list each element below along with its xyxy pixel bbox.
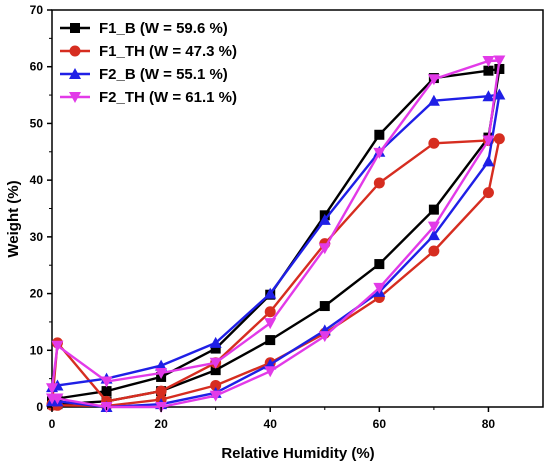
data-point — [100, 376, 113, 388]
data-point — [482, 90, 495, 102]
data-point — [264, 366, 277, 378]
y-tick-label: 10 — [30, 343, 44, 357]
data-point — [46, 383, 58, 395]
legend-label: F1_B (W = 59.6 %) — [99, 20, 228, 37]
y-tick-label: 50 — [30, 116, 44, 130]
legend-label: F1_TH (W = 47.3 %) — [99, 43, 237, 60]
data-point — [493, 133, 505, 145]
data-point — [482, 187, 494, 199]
y-tick-label: 60 — [30, 60, 44, 74]
legend-item: F2_TH (W = 61.1 %) — [60, 89, 237, 106]
y-tick-label: 20 — [30, 287, 44, 301]
x-tick-label: 0 — [49, 417, 56, 431]
data-point — [155, 367, 168, 379]
data-point — [210, 365, 221, 376]
data-point — [483, 65, 494, 76]
data-point — [427, 94, 440, 106]
y-tick-label: 30 — [30, 230, 44, 244]
data-point — [374, 259, 385, 270]
data-point — [265, 335, 276, 346]
legend-marker — [69, 68, 81, 79]
x-tick-label: 80 — [482, 417, 496, 431]
data-point — [51, 340, 64, 352]
data-point — [155, 385, 167, 397]
data-point — [428, 204, 439, 215]
data-point — [155, 359, 168, 371]
series-2 — [46, 133, 505, 412]
series-line — [50, 137, 501, 408]
data-point — [374, 129, 385, 140]
data-point — [482, 135, 495, 147]
data-point — [264, 287, 277, 299]
data-point — [482, 56, 495, 68]
data-point — [373, 147, 386, 159]
data-point — [264, 318, 277, 330]
data-point — [101, 386, 112, 397]
data-point — [493, 55, 506, 67]
data-point — [209, 390, 222, 402]
data-point — [428, 137, 440, 149]
legend-marker — [69, 45, 81, 57]
data-point — [493, 88, 506, 100]
y-tick-label: 70 — [30, 3, 44, 17]
data-point — [373, 282, 386, 294]
x-tick-label: 60 — [373, 417, 387, 431]
legend-label: F2_B (W = 55.1 %) — [99, 66, 228, 83]
data-point — [318, 213, 331, 225]
data-point — [427, 74, 440, 86]
data-point — [319, 301, 330, 312]
legend-item: F1_TH (W = 47.3 %) — [60, 43, 237, 60]
data-point — [318, 243, 331, 255]
legend-label: F2_TH (W = 61.1 %) — [99, 89, 237, 106]
data-point — [482, 155, 495, 167]
x-tick-label: 20 — [154, 417, 168, 431]
legend-item: F1_B (W = 59.6 %) — [60, 20, 228, 37]
data-point — [373, 177, 385, 189]
data-point — [210, 379, 222, 391]
data-point — [210, 343, 221, 354]
data-point — [318, 331, 331, 343]
legend-item: F2_B (W = 55.1 %) — [60, 66, 228, 83]
data-point — [209, 336, 222, 348]
y-tick-label: 40 — [30, 173, 44, 187]
x-tick-label: 40 — [264, 417, 278, 431]
legend-marker — [69, 92, 81, 103]
y-tick-label: 0 — [36, 400, 43, 414]
x-axis-title: Relative Humidity (%) — [221, 445, 374, 462]
data-point — [264, 306, 276, 318]
data-point — [427, 221, 440, 233]
data-point — [46, 393, 58, 405]
data-point — [209, 357, 222, 369]
data-point — [428, 245, 440, 257]
y-axis-title: Weight (%) — [5, 180, 22, 257]
legend-marker — [70, 23, 80, 33]
data-point — [427, 229, 440, 241]
